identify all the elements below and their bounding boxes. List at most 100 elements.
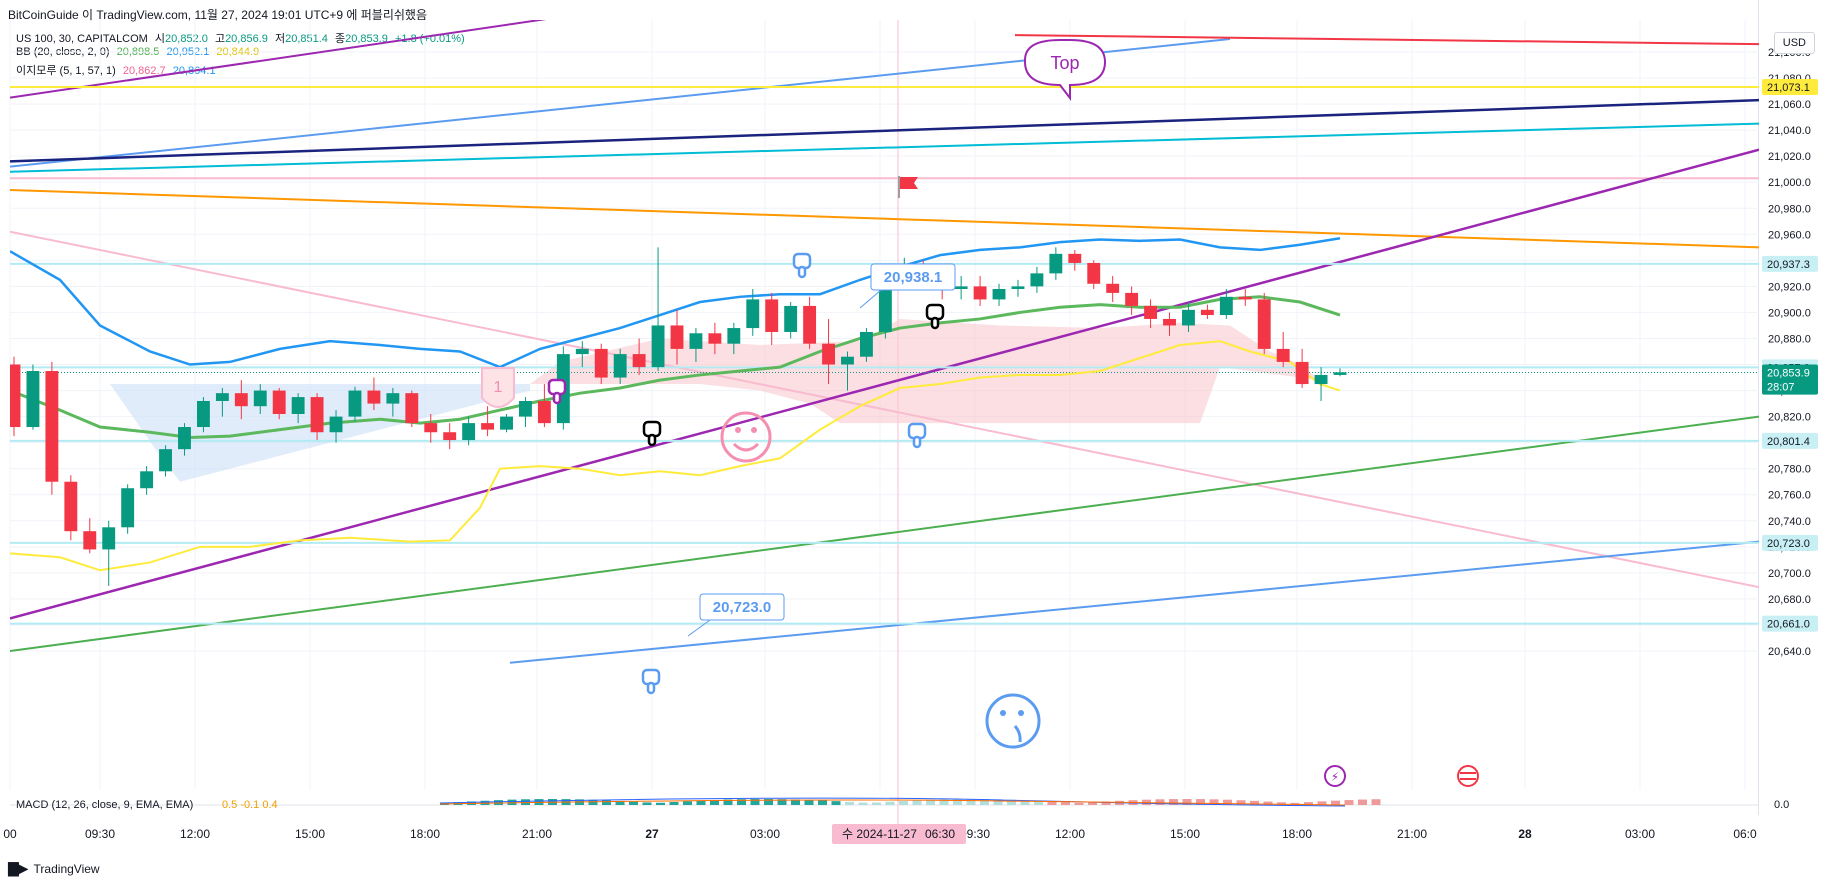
- candle: [670, 309, 684, 365]
- macd-bar: [1331, 800, 1340, 805]
- hand-pointer-icon-finger: [646, 681, 656, 695]
- macd-bar: [1020, 800, 1030, 805]
- candle-body: [481, 423, 495, 430]
- price-tag-label: 20,853.9: [1767, 367, 1810, 379]
- candle-body: [45, 371, 59, 482]
- candle-body: [1182, 309, 1195, 326]
- candle: [1087, 260, 1101, 289]
- candle-body: [803, 305, 817, 344]
- candle-body: [575, 348, 589, 355]
- candle-body: [1314, 374, 1328, 385]
- macd-bar: [1277, 802, 1286, 805]
- candle-body: [822, 343, 835, 365]
- candle-body: [992, 288, 1006, 300]
- crosshair-date-box: [832, 824, 966, 844]
- macd-bar: [507, 799, 517, 805]
- x-tick-label: 28: [1518, 827, 1532, 841]
- macd-bar: [737, 799, 746, 805]
- candle-body: [841, 356, 854, 365]
- x-tick-label: 18:00: [410, 827, 440, 841]
- candle-body: [651, 325, 665, 368]
- macd-bar: [588, 799, 598, 805]
- hand-pointer-icon: [642, 420, 662, 447]
- hand-pointer-icon-finger: [797, 265, 807, 279]
- change-value: +1.8 (+0.01%): [394, 33, 465, 45]
- macd-bar: [696, 800, 706, 805]
- candle: [329, 410, 343, 443]
- currency-button[interactable]: USD: [1773, 32, 1815, 54]
- macd-bar: [831, 801, 841, 805]
- macd-bar: [1344, 800, 1354, 805]
- candle-body: [746, 299, 760, 329]
- candle-body: [1163, 318, 1176, 326]
- candle: [1276, 331, 1290, 368]
- callout-20723-pointer: [687, 619, 711, 637]
- macd-bar: [1223, 799, 1232, 805]
- ma-label: 이지모루 (5, 1, 57, 1): [16, 65, 116, 77]
- sad-eye: [1018, 710, 1024, 716]
- candle: [1257, 292, 1271, 355]
- macd-bar: [885, 801, 895, 805]
- macd-bar: [723, 799, 733, 805]
- open-value: 20,852.0: [165, 33, 208, 45]
- y-tick-label: 20,740.0: [1768, 516, 1811, 528]
- macd-bar: [1209, 799, 1219, 805]
- candle: [1011, 279, 1025, 297]
- candle: [215, 387, 229, 417]
- x-tick-label: 06:0: [1733, 827, 1757, 841]
- x-tick-label: 09:30: [960, 827, 990, 841]
- candle-body: [424, 423, 438, 433]
- candle-body: [443, 432, 457, 441]
- candle: [1219, 288, 1233, 319]
- candle-body: [329, 416, 343, 433]
- macd-zero-label: 0.0: [1774, 799, 1789, 811]
- candle: [272, 387, 286, 420]
- yellow-ma-line: [10, 340, 1341, 572]
- x-tick-label: 18:00: [1282, 827, 1312, 841]
- candle: [803, 296, 817, 349]
- macd-bar: [1034, 800, 1043, 805]
- candle-body: [234, 393, 248, 407]
- top-bubble-text: Top: [1050, 53, 1079, 73]
- candle-body: [291, 397, 305, 415]
- bb-basis-line: [10, 295, 1341, 439]
- teal-line: [10, 122, 1759, 173]
- candle-body: [1030, 273, 1044, 287]
- hand-pointer-icon-finger: [912, 435, 922, 449]
- candle-body: [727, 328, 741, 344]
- macd-bar: [1263, 801, 1273, 805]
- y-tick-label: 20,640.0: [1768, 646, 1811, 658]
- candle-body: [1219, 296, 1233, 316]
- red-line-top: [1014, 34, 1759, 46]
- candle: [45, 361, 59, 495]
- candle: [443, 423, 457, 450]
- sad-face-icon: [985, 693, 1041, 749]
- price-axis[interactable]: [1758, 0, 1835, 815]
- candle: [651, 247, 665, 372]
- candle: [765, 292, 779, 345]
- smiley-mouth: [732, 442, 760, 452]
- x-axis-labels: 00 09:30 12:00 15:00 18:00 21:00 27 03:00 06:30 0…: [3, 824, 1757, 844]
- macd-bar: [791, 799, 800, 805]
- macd-bar: [1047, 801, 1057, 805]
- macd-bar: [966, 799, 976, 805]
- low-label: 저: [274, 33, 286, 45]
- candle: [594, 343, 608, 385]
- flag-icon: [900, 177, 918, 189]
- lightning-glyph: ⚡: [1331, 770, 1339, 784]
- y-tick-label: 21,000.0: [1768, 177, 1811, 189]
- y-tick-label: 20,820.0: [1768, 412, 1811, 424]
- pink-diagonal: [10, 230, 1759, 589]
- macd-bar: [1182, 799, 1192, 805]
- macd-bar: [939, 799, 949, 805]
- hand-pointer-icon-finger: [552, 391, 562, 405]
- candle-body: [1087, 262, 1101, 284]
- smiley-icon: [720, 411, 772, 463]
- candle-body: [613, 354, 627, 378]
- candle-body: [367, 390, 381, 404]
- candle: [1030, 266, 1044, 293]
- price-tag: [1762, 615, 1818, 632]
- price-tag-label: 20,661.0: [1767, 619, 1810, 631]
- candle: [1314, 367, 1328, 401]
